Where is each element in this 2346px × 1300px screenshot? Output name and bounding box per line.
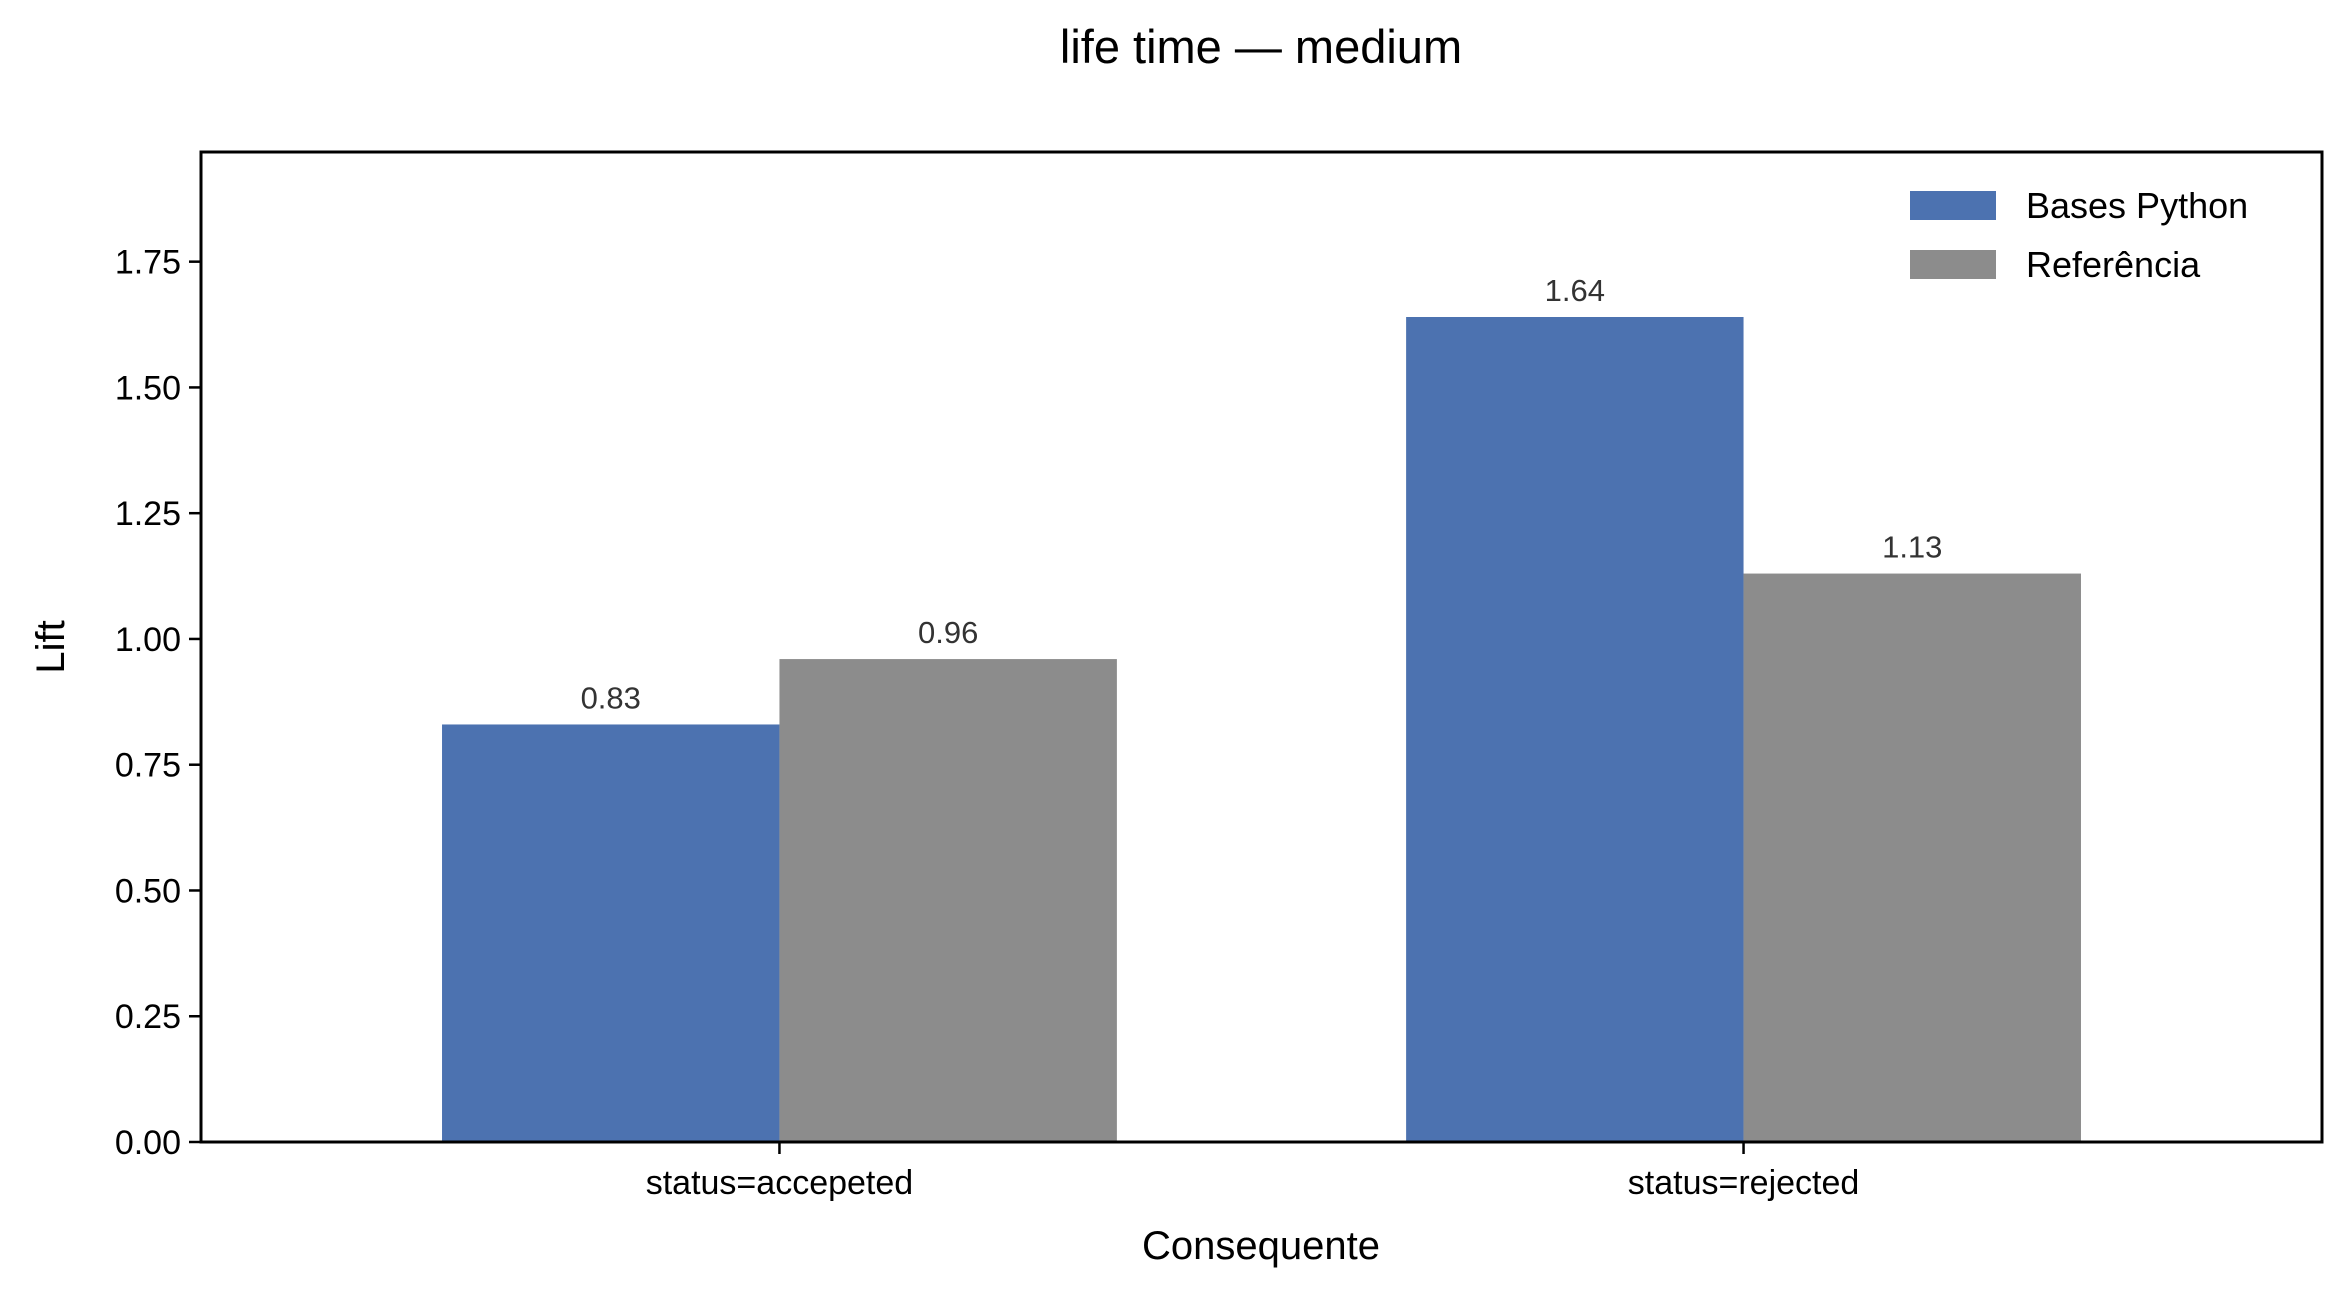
y-tick-label: 0.50 [115, 872, 181, 910]
bar [442, 724, 780, 1142]
x-axis-label: Consequente [1142, 1224, 1380, 1268]
legend-label-bases-python: Bases Python [2026, 185, 2248, 226]
legend-swatch-referencia [1910, 250, 1996, 279]
y-tick-label: 0.75 [115, 747, 181, 785]
legend: Bases Python Referência [1910, 185, 2248, 285]
legend-label-referencia: Referência [2026, 244, 2201, 285]
plot-frame [199, 150, 2324, 1144]
bar [779, 659, 1117, 1142]
x-tick-label: status=rejected [1628, 1164, 1860, 1202]
y-tick-label: 1.25 [115, 495, 181, 533]
y-tick-label: 0.25 [115, 998, 181, 1036]
bar-value-label: 0.96 [918, 615, 978, 650]
bar [1743, 573, 2081, 1142]
y-axis-label: Lift [29, 620, 73, 673]
bar-value-label: 1.64 [1545, 273, 1605, 308]
chart-marks: 0.00 0.25 0.50 0.75 1.00 1.25 1.50 1.75 0.83 1.64… [115, 244, 2081, 1202]
y-tick-label: 0.00 [115, 1124, 181, 1162]
bar-value-label: 1.13 [1882, 530, 1942, 565]
bar [1406, 317, 1744, 1142]
chart-title: life time — medium [1060, 20, 1462, 73]
y-tick-label: 1.50 [115, 369, 181, 407]
y-tick-label: 1.75 [115, 244, 181, 282]
y-tick-label: 1.00 [115, 621, 181, 659]
legend-swatch-bases-python [1910, 191, 1996, 220]
bar-value-label: 0.83 [581, 680, 641, 715]
x-tick-label: status=accepeted [646, 1164, 913, 1202]
